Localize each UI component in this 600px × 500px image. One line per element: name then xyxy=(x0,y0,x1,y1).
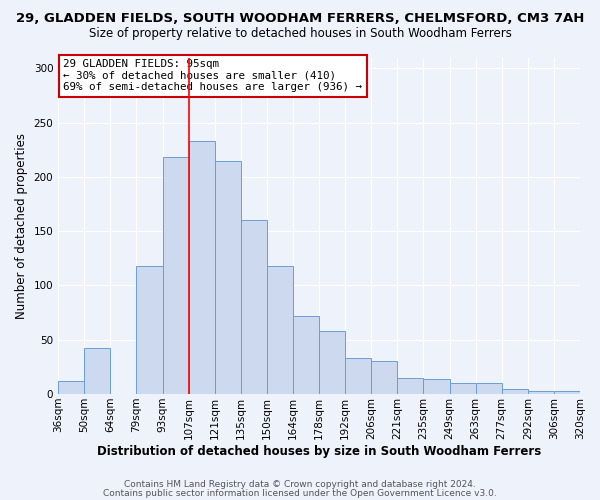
Bar xyxy=(58,381,84,394)
Bar xyxy=(371,362,397,394)
Bar xyxy=(449,383,476,394)
Text: Size of property relative to detached houses in South Woodham Ferrers: Size of property relative to detached ho… xyxy=(89,28,511,40)
Bar xyxy=(136,266,163,394)
Text: Contains public sector information licensed under the Open Government Licence v3: Contains public sector information licen… xyxy=(103,488,497,498)
Text: 29 GLADDEN FIELDS: 95sqm
← 30% of detached houses are smaller (410)
69% of semi-: 29 GLADDEN FIELDS: 95sqm ← 30% of detach… xyxy=(64,59,362,92)
Text: Contains HM Land Registry data © Crown copyright and database right 2024.: Contains HM Land Registry data © Crown c… xyxy=(124,480,476,489)
X-axis label: Distribution of detached houses by size in South Woodham Ferrers: Distribution of detached houses by size … xyxy=(97,444,541,458)
Bar xyxy=(188,141,215,394)
Bar xyxy=(267,266,293,394)
Bar xyxy=(476,383,502,394)
Y-axis label: Number of detached properties: Number of detached properties xyxy=(15,133,28,319)
Text: 29, GLADDEN FIELDS, SOUTH WOODHAM FERRERS, CHELMSFORD, CM3 7AH: 29, GLADDEN FIELDS, SOUTH WOODHAM FERRER… xyxy=(16,12,584,26)
Bar xyxy=(502,388,528,394)
Bar xyxy=(397,378,424,394)
Bar xyxy=(241,220,267,394)
Bar xyxy=(84,348,110,394)
Bar xyxy=(528,391,554,394)
Bar xyxy=(424,379,449,394)
Bar xyxy=(319,331,345,394)
Bar xyxy=(163,158,188,394)
Bar xyxy=(215,160,241,394)
Bar xyxy=(293,316,319,394)
Bar xyxy=(554,391,580,394)
Bar xyxy=(345,358,371,394)
